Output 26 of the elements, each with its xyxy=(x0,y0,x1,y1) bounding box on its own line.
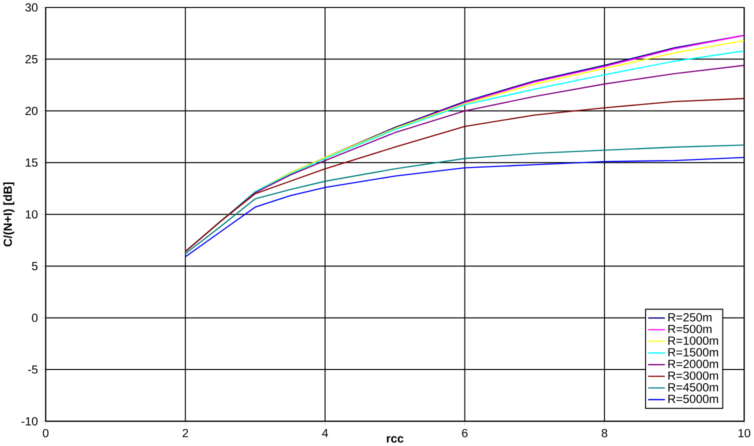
x-tick-label: 10 xyxy=(738,428,750,438)
y-tick-label: 20 xyxy=(26,106,38,116)
y-tick-label: 5 xyxy=(32,262,38,270)
y-tick-label: 0 xyxy=(32,314,38,322)
x-tick-label: 0 xyxy=(42,428,48,438)
legend-label: R=3000m xyxy=(668,372,718,380)
legend-label: R=1000m xyxy=(668,336,718,345)
y-tick-label: -10 xyxy=(22,417,38,426)
y-axis-title: C/(N+I) [dB] xyxy=(3,182,14,246)
legend-label: R=5000m xyxy=(668,394,718,404)
x-tick-label: 4 xyxy=(322,428,328,438)
y-tick-label: 25 xyxy=(26,55,38,64)
y-tick-label: -5 xyxy=(28,366,38,374)
y-tick-label: 30 xyxy=(25,3,38,12)
line-series xyxy=(184,98,744,252)
legend-label: R=1500m xyxy=(668,348,718,357)
legend-label: R=250m xyxy=(668,313,712,322)
x-axis-title: rcc xyxy=(386,436,404,443)
x-tick-label: 8 xyxy=(602,428,608,438)
x-tick-label: 2 xyxy=(182,428,188,438)
x-tick-label: 6 xyxy=(462,428,468,438)
legend-label: R=2000m xyxy=(668,360,718,368)
legend-label: R=500m xyxy=(668,324,712,334)
y-tick-label: 10 xyxy=(26,210,38,219)
y-tick-label: 15 xyxy=(26,158,38,167)
legend-label: R=4500m xyxy=(668,383,718,392)
